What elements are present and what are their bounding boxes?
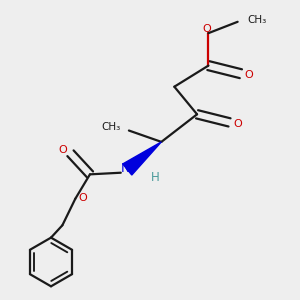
Text: O: O: [78, 193, 87, 203]
Polygon shape: [123, 142, 161, 175]
Text: H: H: [151, 171, 159, 184]
Text: O: O: [202, 24, 211, 34]
Text: O: O: [233, 119, 242, 129]
Text: CH₃: CH₃: [248, 15, 267, 25]
Text: N: N: [121, 162, 130, 175]
Text: CH₃: CH₃: [101, 122, 121, 132]
Text: O: O: [244, 70, 253, 80]
Text: O: O: [58, 145, 67, 155]
